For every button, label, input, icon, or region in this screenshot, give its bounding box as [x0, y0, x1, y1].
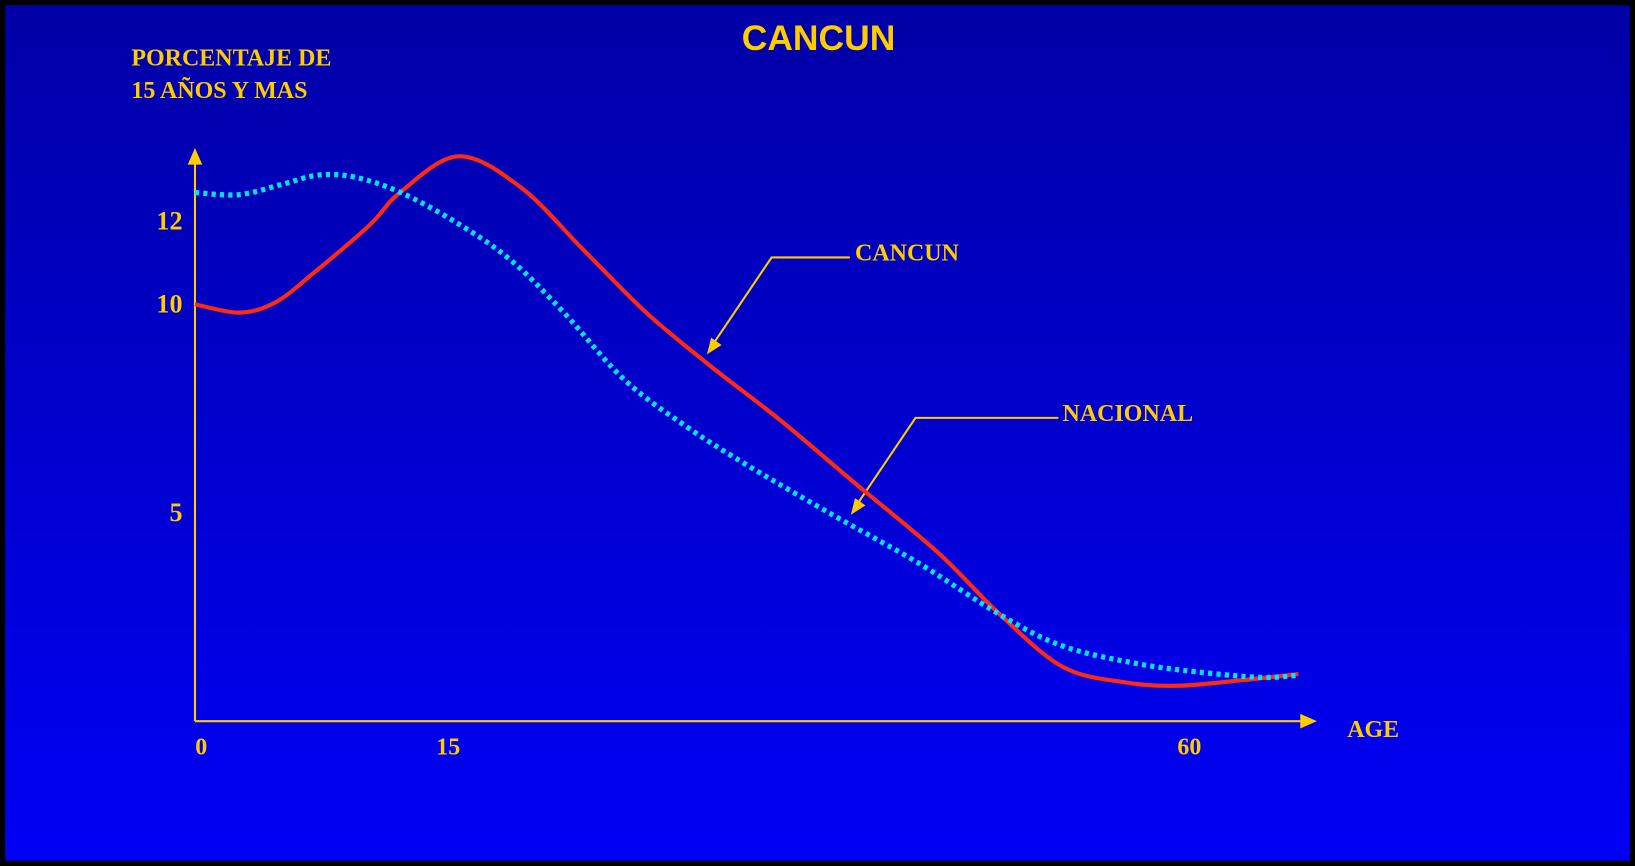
series-label: NACIONAL — [1063, 401, 1194, 427]
y-tick-label: 10 — [156, 290, 182, 319]
x-axis-arrow — [1300, 713, 1317, 729]
leader-line — [712, 256, 850, 345]
leader-line — [856, 416, 1059, 505]
series-line — [194, 171, 1299, 681]
series-label: CANCUN — [855, 241, 959, 267]
y-axis-arrow — [187, 147, 203, 165]
x-axis-label: AGE — [1347, 717, 1399, 743]
x-tick-label: 15 — [436, 734, 460, 760]
series-line — [194, 154, 1299, 688]
y-axis-label: 15 AÑOS Y MAS — [131, 78, 307, 104]
x-tick-label: 60 — [1177, 734, 1201, 760]
y-axis-label: PORCENTAJE DE — [131, 46, 331, 72]
y-tick-label: 12 — [156, 206, 182, 235]
y-tick-label: 5 — [169, 498, 182, 527]
leader-arrow — [706, 337, 722, 355]
leader-arrow — [850, 498, 866, 515]
x-tick-label: 0 — [195, 734, 207, 760]
leader-lines — [712, 256, 1059, 505]
chart-title: CANCUN — [742, 18, 896, 58]
background — [5, 5, 1630, 861]
